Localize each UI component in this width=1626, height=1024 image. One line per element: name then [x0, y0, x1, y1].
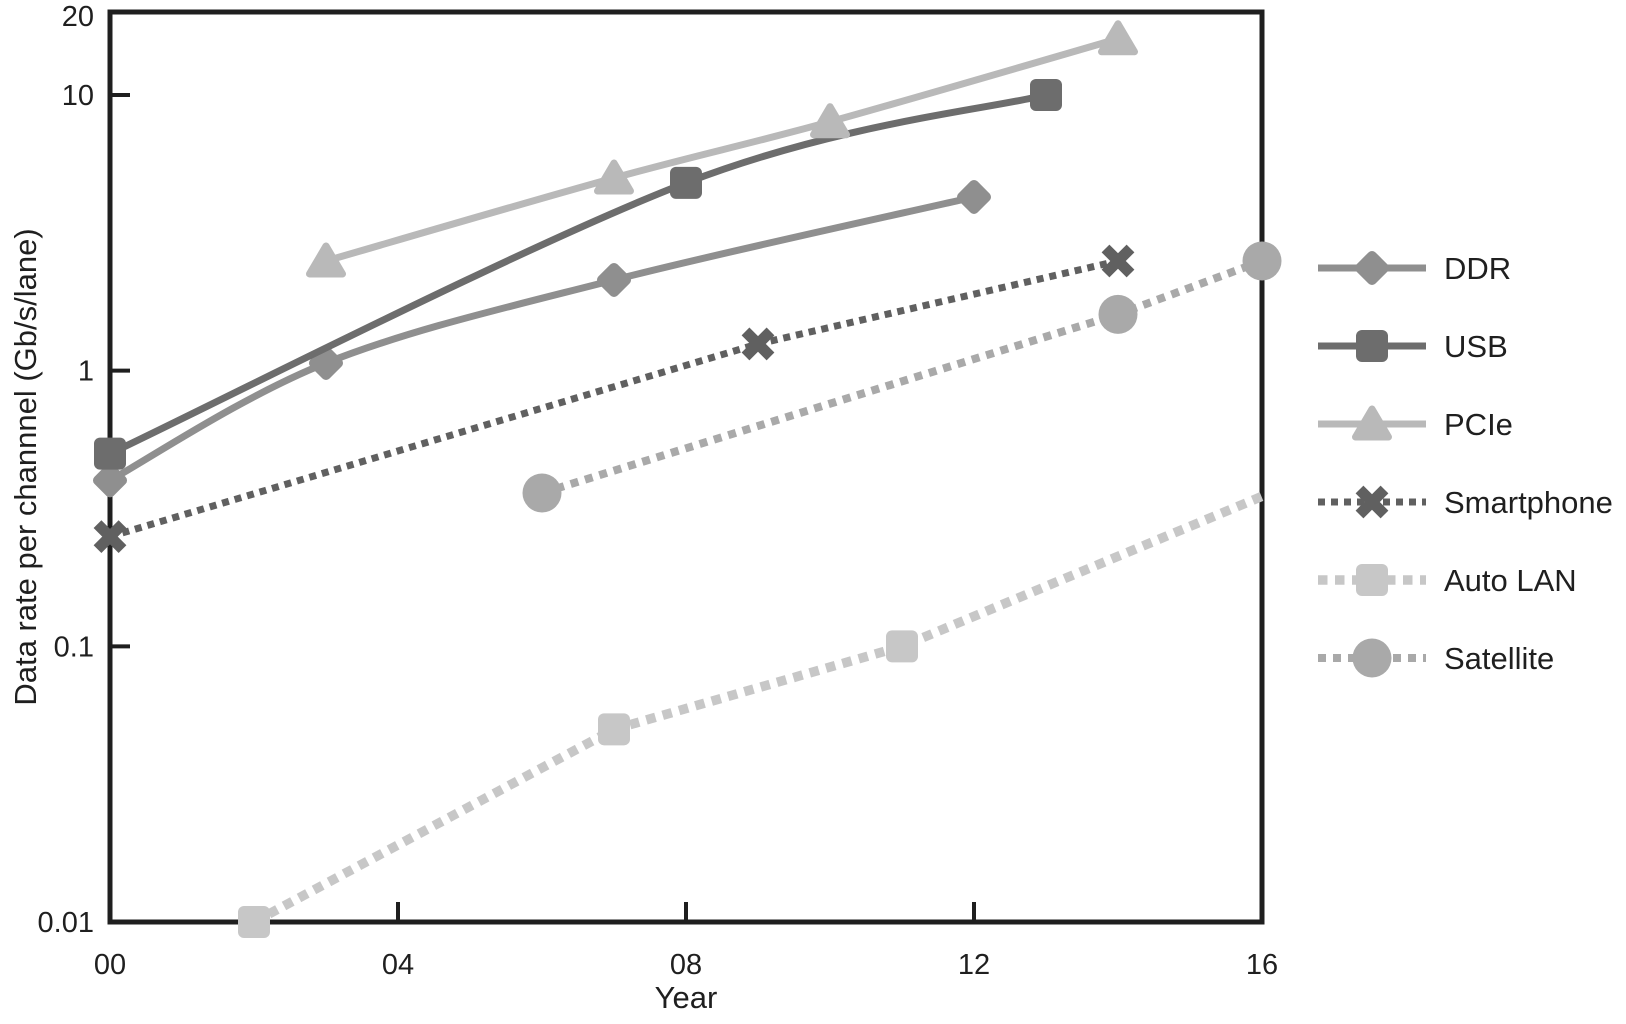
series-satellite	[522, 241, 1282, 513]
square-icon	[598, 713, 630, 746]
legend-label-satellite: Satellite	[1444, 641, 1554, 676]
smartphone-marker	[741, 327, 775, 361]
usb-line	[108, 91, 1047, 457]
auto-lan-marker	[886, 630, 918, 663]
diamond-icon	[1354, 250, 1390, 286]
legend-label-auto-lan: Auto LAN	[1444, 563, 1577, 598]
square-icon	[670, 166, 702, 199]
auto-lan-line	[251, 491, 1264, 927]
x-tick-label-00: 00	[94, 949, 126, 981]
legend-item-usb: USB	[1318, 329, 1508, 364]
circle-icon	[1352, 638, 1392, 678]
legend-item-smartphone: Smartphone	[1318, 485, 1613, 520]
legend-label-smartphone: Smartphone	[1444, 485, 1613, 520]
chart-legend: DDR USB PCIe Smartphone Auto LAN Satellite	[1318, 250, 1613, 678]
triangle-icon	[594, 159, 634, 195]
diamond-icon	[596, 262, 632, 297]
pcie-marker	[306, 242, 346, 278]
ddr-line	[108, 193, 975, 484]
auto-lan-marker	[238, 906, 270, 938]
triangle-icon	[810, 103, 850, 139]
legend-label-pcie: PCIe	[1444, 407, 1513, 442]
series-smartphone	[93, 244, 1135, 554]
x-icon	[93, 520, 127, 554]
usb-marker	[1030, 78, 1062, 111]
x-icon	[1101, 244, 1135, 278]
satellite-marker	[522, 473, 562, 513]
y-tick-label-10: 10	[62, 80, 94, 112]
square-icon	[1030, 78, 1062, 111]
circle-icon	[1242, 241, 1282, 281]
triangle-icon	[1352, 405, 1392, 441]
satellite-marker	[1352, 638, 1392, 678]
y-tick-label-0.1: 0.1	[54, 631, 94, 663]
y-tick-label-20: 20	[62, 1, 94, 33]
circle-icon	[1098, 294, 1138, 334]
diamond-icon	[956, 179, 992, 214]
y-tick-label-1: 1	[78, 356, 94, 388]
square-icon	[1356, 330, 1388, 362]
legend-item-pcie: PCIe	[1318, 405, 1513, 442]
auto-lan-marker	[1356, 564, 1388, 596]
smartphone-marker	[1101, 244, 1135, 278]
series-usb	[94, 78, 1062, 470]
y-axis-title: Data rate per channnel (Gb/s/lane)	[8, 228, 43, 705]
pcie-line	[325, 35, 1119, 265]
satellite-marker	[1098, 294, 1138, 334]
triangle-icon	[306, 242, 346, 278]
series-auto-lan	[238, 491, 1264, 938]
pcie-marker	[1352, 405, 1392, 441]
square-icon	[1356, 564, 1388, 596]
usb-marker	[1356, 330, 1388, 362]
ddr-marker	[92, 463, 128, 498]
ddr-marker	[596, 262, 632, 297]
square-icon	[886, 630, 918, 663]
series-pcie	[306, 20, 1138, 278]
x-tick-label-16: 16	[1246, 949, 1278, 981]
legend-item-ddr: DDR	[1318, 250, 1511, 286]
legend-label-ddr: DDR	[1444, 251, 1511, 286]
x-axis-title: Year	[655, 980, 718, 1015]
x-tick-label-12: 12	[958, 949, 990, 981]
circle-icon	[522, 473, 562, 513]
legend-label-usb: USB	[1444, 329, 1508, 364]
pcie-marker	[1098, 20, 1138, 56]
diamond-icon	[92, 463, 128, 498]
pcie-marker	[594, 159, 634, 195]
ddr-marker	[956, 179, 992, 214]
triangle-icon	[1098, 20, 1138, 56]
satellite-marker	[1242, 241, 1282, 281]
smartphone-marker	[1355, 485, 1389, 519]
x-icon	[1355, 485, 1389, 519]
x-tick-label-04: 04	[382, 949, 414, 981]
auto-lan-marker	[598, 713, 630, 746]
plot-area-border	[107, 9, 1265, 925]
x-tick-label-08: 08	[670, 949, 702, 981]
usb-marker	[94, 437, 126, 470]
legend-item-satellite: Satellite	[1318, 638, 1554, 678]
ddr-marker	[1354, 250, 1390, 286]
smartphone-marker	[93, 520, 127, 554]
y-tick-label-0.01: 0.01	[38, 907, 94, 939]
square-icon	[94, 437, 126, 470]
legend-item-auto-lan: Auto LAN	[1318, 563, 1577, 598]
x-icon	[741, 327, 775, 361]
pcie-marker	[810, 103, 850, 139]
usb-marker	[670, 166, 702, 199]
square-icon	[238, 906, 270, 938]
smartphone-line	[109, 257, 1119, 540]
series-ddr	[92, 179, 992, 498]
